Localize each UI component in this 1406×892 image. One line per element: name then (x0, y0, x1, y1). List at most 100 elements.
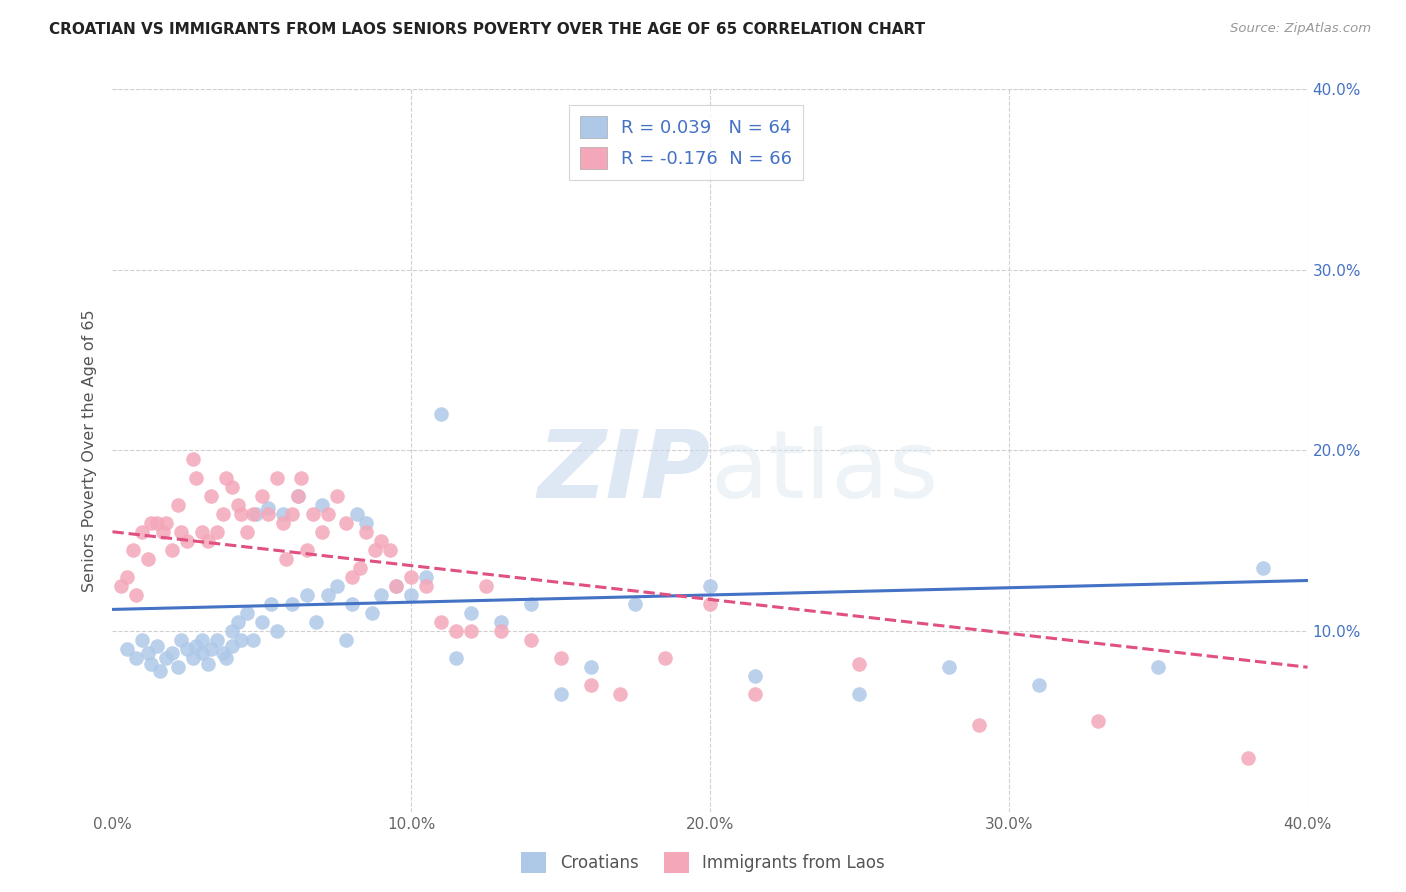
Point (162, 542, 183, 557)
Point (311, 498, 333, 512)
Point (290, 470, 312, 484)
Text: ZIP: ZIP (537, 426, 710, 518)
Point (699, 579, 721, 593)
Point (654, 651, 676, 665)
Point (316, 507, 339, 521)
Point (229, 507, 252, 521)
Point (1237, 750, 1260, 764)
Point (138, 646, 160, 660)
Point (146, 639, 169, 653)
Point (579, 678, 602, 692)
Point (744, 669, 766, 683)
Point (229, 633, 252, 648)
Point (1251, 561, 1274, 575)
Point (170, 524, 193, 539)
Point (281, 597, 304, 611)
Point (325, 489, 347, 503)
Point (346, 507, 368, 521)
Point (460, 624, 482, 639)
Point (340, 597, 363, 611)
Point (266, 624, 288, 639)
Point (141, 516, 163, 530)
Point (385, 579, 408, 593)
Point (415, 579, 437, 593)
Point (162, 646, 183, 660)
Point (176, 533, 198, 548)
Point (430, 615, 453, 629)
Point (191, 633, 214, 648)
Legend: Croatians, Immigrants from Laos: Croatians, Immigrants from Laos (515, 846, 891, 880)
Point (191, 524, 214, 539)
Point (305, 615, 328, 629)
Point (215, 651, 238, 665)
Point (186, 639, 208, 653)
Point (260, 597, 283, 611)
Point (370, 588, 392, 602)
Point (520, 633, 543, 648)
Point (271, 516, 294, 530)
Point (205, 633, 228, 648)
Point (117, 642, 139, 657)
Text: Source: ZipAtlas.com: Source: ZipAtlas.com (1230, 22, 1371, 36)
Point (460, 606, 482, 620)
Point (152, 524, 174, 539)
Point (176, 642, 198, 657)
Point (1147, 660, 1170, 674)
Point (212, 646, 235, 660)
Point (475, 579, 498, 593)
Point (117, 570, 139, 584)
Point (110, 579, 132, 593)
Point (520, 597, 543, 611)
Point (250, 615, 273, 629)
Point (430, 407, 453, 422)
Point (349, 561, 371, 575)
Point (550, 651, 572, 665)
Point (245, 507, 267, 521)
Point (236, 606, 259, 620)
Point (281, 507, 304, 521)
Point (131, 524, 153, 539)
Point (131, 633, 153, 648)
Point (301, 507, 323, 521)
Point (385, 579, 408, 593)
Point (335, 516, 357, 530)
Point (699, 597, 721, 611)
Point (146, 516, 169, 530)
Point (380, 542, 402, 557)
Point (848, 657, 870, 671)
Point (325, 579, 347, 593)
Point (149, 664, 172, 678)
Point (125, 651, 148, 665)
Point (550, 687, 572, 701)
Point (1028, 678, 1050, 692)
Point (250, 489, 273, 503)
Point (257, 501, 280, 516)
Point (155, 516, 177, 530)
Point (125, 588, 148, 602)
Point (848, 687, 870, 701)
Point (226, 498, 249, 512)
Point (444, 651, 467, 665)
Point (1087, 714, 1109, 729)
Point (200, 489, 222, 503)
Point (274, 551, 297, 566)
Point (236, 524, 259, 539)
Y-axis label: Seniors Poverty Over the Age of 65: Seniors Poverty Over the Age of 65 (82, 310, 97, 591)
Point (170, 633, 193, 648)
Point (242, 633, 264, 648)
Point (489, 624, 512, 639)
Point (186, 470, 208, 484)
Point (444, 624, 467, 639)
Point (197, 657, 219, 671)
Point (938, 660, 960, 674)
Point (401, 570, 423, 584)
Point (221, 624, 243, 639)
Point (335, 633, 357, 648)
Point (221, 480, 243, 494)
Point (609, 687, 631, 701)
Point (287, 489, 309, 503)
Point (295, 588, 318, 602)
Point (141, 657, 163, 671)
Point (122, 542, 145, 557)
Point (967, 718, 990, 732)
